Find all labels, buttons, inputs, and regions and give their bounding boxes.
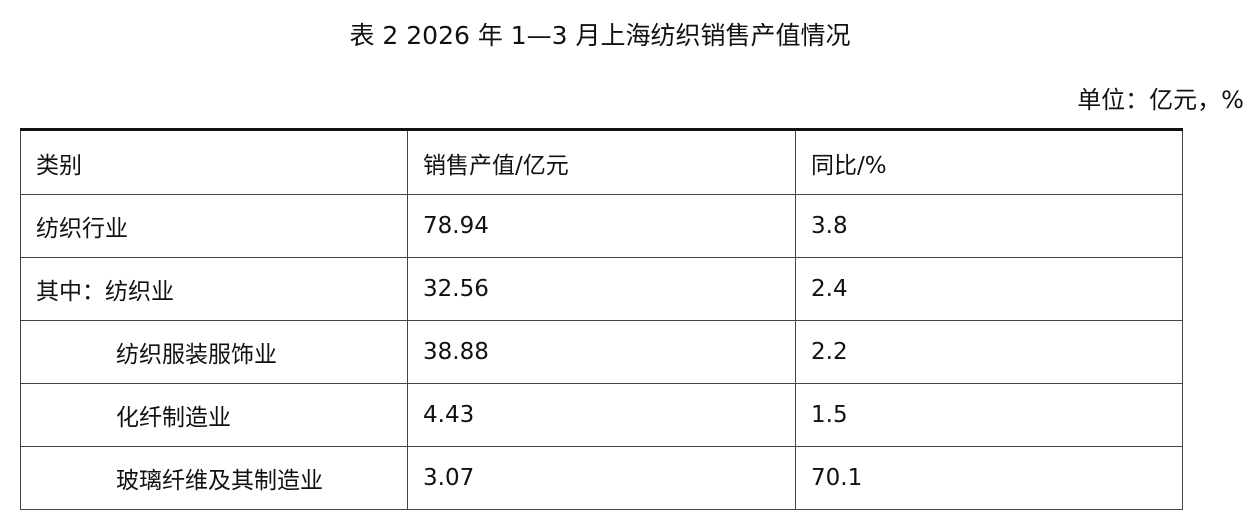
category-cell: 纺织服装服饰业 bbox=[20, 320, 408, 384]
header-cell: 同比/% bbox=[795, 128, 1183, 195]
data-table: 类别 销售产值/亿元 同比/% 纺织行业 78.94 3.8 其中：纺织业 32… bbox=[20, 128, 1183, 510]
value-cell: 32.56 bbox=[407, 257, 796, 321]
value-cell: 2.4 bbox=[795, 257, 1183, 321]
value-cell: 4.43 bbox=[407, 383, 796, 447]
category-cell: 纺织行业 bbox=[20, 194, 408, 258]
category-cell: 玻璃纤维及其制造业 bbox=[20, 446, 408, 510]
value-cell: 3.07 bbox=[407, 446, 796, 510]
table-row: 纺织服装服饰业 38.88 2.2 bbox=[20, 320, 1183, 384]
value-cell: 1.5 bbox=[795, 383, 1183, 447]
value-cell: 38.88 bbox=[407, 320, 796, 384]
table-row: 纺织行业 78.94 3.8 bbox=[20, 194, 1183, 258]
table-row: 其中：纺织业 32.56 2.4 bbox=[20, 257, 1183, 321]
header-row: 类别 销售产值/亿元 同比/% bbox=[20, 128, 1183, 195]
header-cell: 销售产值/亿元 bbox=[407, 128, 796, 195]
table-row: 化纤制造业 4.43 1.5 bbox=[20, 383, 1183, 447]
value-cell: 78.94 bbox=[407, 194, 796, 258]
table-row: 玻璃纤维及其制造业 3.07 70.1 bbox=[20, 446, 1183, 510]
value-cell: 2.2 bbox=[795, 320, 1183, 384]
value-cell: 70.1 bbox=[795, 446, 1183, 510]
unit-note: 单位：亿元，% bbox=[1077, 86, 1244, 114]
header-cell: 类别 bbox=[20, 128, 408, 195]
category-cell: 化纤制造业 bbox=[20, 383, 408, 447]
category-cell: 其中：纺织业 bbox=[20, 257, 408, 321]
table-title: 表 2 2026 年 1—3 月上海纺织销售产值情况 bbox=[349, 21, 851, 50]
value-cell: 3.8 bbox=[795, 194, 1183, 258]
